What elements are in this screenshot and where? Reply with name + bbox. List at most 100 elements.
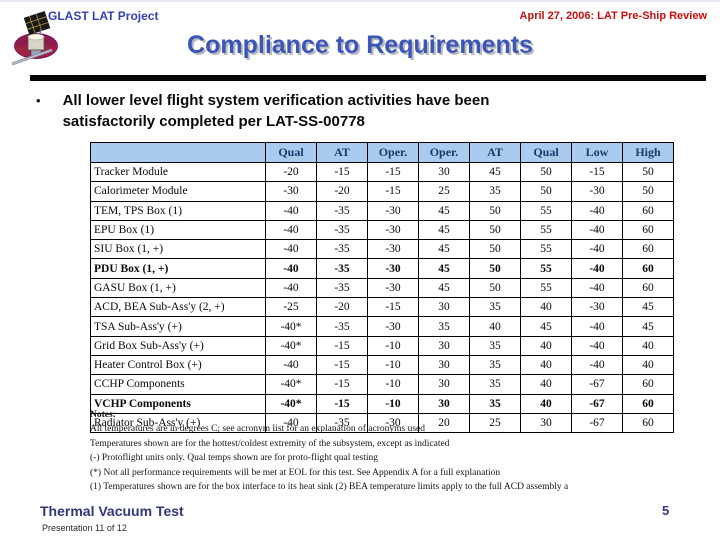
temperature-value: -10 <box>367 354 419 376</box>
temperature-value: 35 <box>418 316 470 337</box>
table-row: ACD, BEA Sub-Ass'y (2, +) -25 -20 -15 30 35 40… <box>90 297 674 318</box>
review-date-label: April 27, 2006: LAT Pre-Ship Review <box>519 10 707 22</box>
row-label: Heater Control Box (+) <box>90 354 266 376</box>
temperature-value: -15 <box>571 161 623 183</box>
temperature-value: -30 <box>367 219 419 241</box>
temperature-value: -40 <box>265 354 317 376</box>
temperature-value: -20 <box>316 297 368 318</box>
temperature-value: -15 <box>316 354 368 376</box>
temperature-value: -30 <box>367 316 419 337</box>
bullet-item: • All lower level flight system verifica… <box>36 90 636 132</box>
column-header-oper-low: Oper. <box>367 142 419 163</box>
table-row: VCHP Components -40* -15 -10 30 35 40 -67 60 <box>90 393 674 414</box>
temperature-value: -15 <box>316 374 368 395</box>
temperature-value: 60 <box>622 374 674 395</box>
notes-block: Notes: All temperatures are in degrees C… <box>90 408 660 494</box>
temperature-value: 40 <box>520 335 572 356</box>
temperature-value: -67 <box>571 374 623 395</box>
note-line: All temperatures are in degrees C; see a… <box>90 424 426 435</box>
temperature-value: -30 <box>367 239 419 260</box>
temperature-value: -30 <box>367 258 419 279</box>
note-line: (1) Temperatures shown are for the box i… <box>90 482 569 493</box>
temperature-value: -40 <box>265 258 317 279</box>
footer-section-title: Thermal Vacuum Test <box>40 503 184 519</box>
temperature-value: 35 <box>469 354 521 376</box>
temperature-value: -40 <box>571 239 623 260</box>
temperature-value: -40 <box>571 316 623 337</box>
temperature-value: -40 <box>571 200 623 221</box>
row-label: ACD, BEA Sub-Ass'y (2, +) <box>90 297 266 318</box>
temperature-value: -20 <box>316 181 368 202</box>
temperature-value: 50 <box>469 277 521 299</box>
table-body: Tracker Module -20 -15 -15 30 45 50 -15 50 Calori… <box>90 161 674 434</box>
temperature-value: -10 <box>367 335 419 356</box>
temperature-value: 45 <box>418 219 470 241</box>
column-header-qual: Qual <box>265 142 317 163</box>
temperature-value: 40 <box>622 335 674 356</box>
temperature-value: -30 <box>265 181 317 202</box>
temperature-value: -40 <box>571 219 623 241</box>
temperature-value: 50 <box>469 239 521 260</box>
notes-heading: Notes: <box>90 410 116 420</box>
temperature-value: 60 <box>622 277 674 299</box>
temperature-value: 55 <box>520 277 572 299</box>
column-header-low: Low <box>571 142 623 163</box>
row-label: Tracker Module <box>90 161 266 183</box>
temperature-value: 40 <box>622 354 674 376</box>
temperature-value: 50 <box>520 181 572 202</box>
row-label: TSA Sub-Ass'y (+) <box>90 316 266 337</box>
column-header-high: High <box>622 142 674 163</box>
row-label: GASU Box (1, +) <box>90 277 266 299</box>
temperature-value: 50 <box>469 219 521 241</box>
table-header-row: Qual AT Oper. Oper. AT Qual Low High <box>90 142 674 163</box>
temperature-value: 25 <box>418 181 470 202</box>
temperature-value: 55 <box>520 239 572 260</box>
note-line: (*) Not all performance requirements wil… <box>90 467 501 478</box>
temperature-value: 40 <box>469 316 521 337</box>
temperature-value: 60 <box>622 219 674 241</box>
temperature-value: 30 <box>418 354 470 376</box>
temperature-value: -30 <box>367 277 419 299</box>
table-row: GASU Box (1, +) -40 -35 -30 45 50 55 -40 60 <box>90 277 674 299</box>
temperature-value: -40 <box>571 354 623 376</box>
temperature-value: -40 <box>265 219 317 241</box>
temperature-value: -40 <box>265 200 317 221</box>
temperature-value: 55 <box>520 258 572 279</box>
temperature-value: -40 <box>571 258 623 279</box>
footer-presentation-label: Presentation 11 of 12 <box>42 523 127 533</box>
page-number: 5 <box>662 503 670 518</box>
temperature-value: 60 <box>622 412 674 434</box>
temperature-value: 35 <box>469 297 521 318</box>
temperature-value: -30 <box>571 297 623 318</box>
row-label: CCHP Components <box>90 374 266 395</box>
temperature-limits-table: Qual AT Oper. Oper. AT Qual Low High Tra… <box>90 142 674 434</box>
temperature-value: 60 <box>622 258 674 279</box>
temperature-value: 40 <box>520 297 572 318</box>
temperature-value: -67 <box>571 412 623 434</box>
temperature-value: 35 <box>469 335 521 356</box>
temperature-value: -35 <box>316 412 368 434</box>
table-row: TSA Sub-Ass'y (+) -40* -35 -30 35 40 45 -40 45 <box>90 316 674 337</box>
temperature-value: -15 <box>367 297 419 318</box>
row-label: Grid Box Sub-Ass'y (+) <box>90 335 266 356</box>
temperature-value: -35 <box>316 277 368 299</box>
temperature-value: 25 <box>469 412 521 434</box>
temperature-value: -40* <box>265 316 317 337</box>
temperature-value: 60 <box>622 239 674 260</box>
temperature-value: -10 <box>367 374 419 395</box>
row-label: VCHP Components <box>90 393 266 414</box>
row-label: SIU Box (1, +) <box>90 239 266 260</box>
temperature-value: -30 <box>367 200 419 221</box>
table-row: Grid Box Sub-Ass'y (+) -40* -15 -10 30 35 40 -4… <box>90 335 674 356</box>
temperature-value: 50 <box>520 161 572 183</box>
table-header: Qual AT Oper. Oper. AT Qual Low High <box>90 142 674 163</box>
note-line: Temperatures shown are for the hottest/c… <box>90 438 450 449</box>
temperature-value: -10 <box>367 393 419 414</box>
temperature-value: -40 <box>571 277 623 299</box>
temperature-value: 45 <box>520 316 572 337</box>
table-row: Heater Control Box (+) -40 -15 -10 30 35 40 -40… <box>90 354 674 376</box>
column-header-at2: AT <box>469 142 521 163</box>
temperature-value: 35 <box>469 181 521 202</box>
temperature-value: -15 <box>316 161 368 183</box>
